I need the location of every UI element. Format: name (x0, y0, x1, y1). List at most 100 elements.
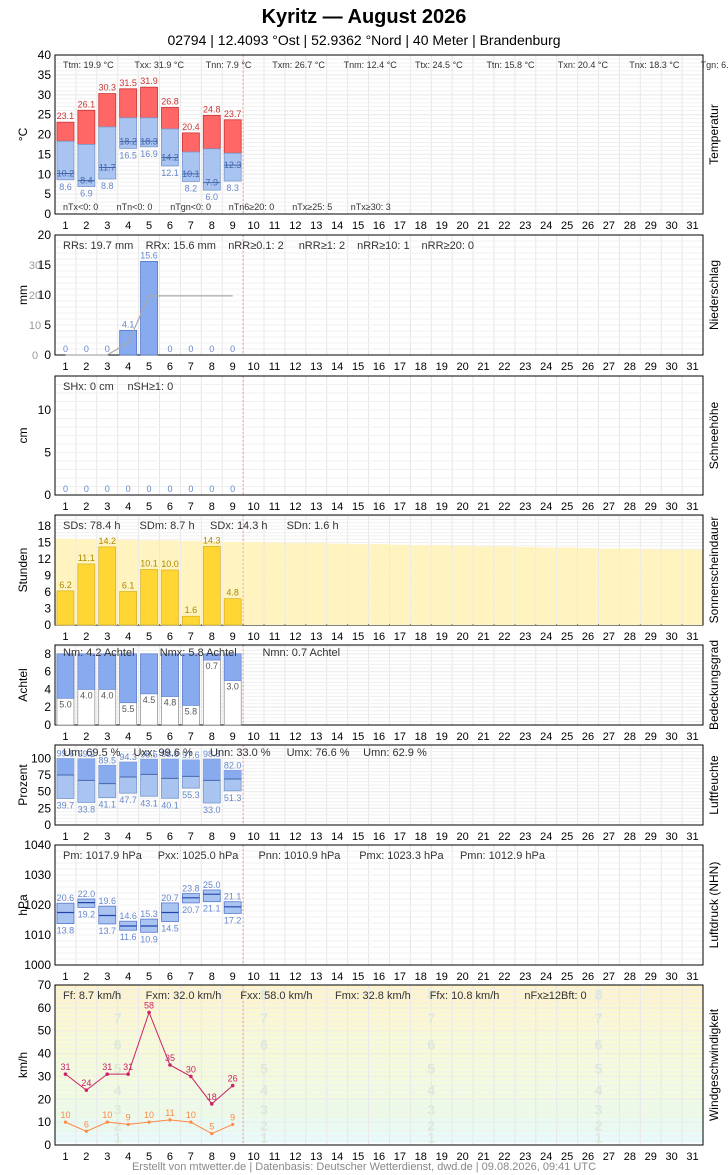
x-tick-label: 21 (477, 831, 489, 843)
x-tick-label: 30 (666, 731, 678, 743)
x-tick-label: 12 (289, 971, 301, 983)
wind-mean-point (63, 1120, 68, 1124)
wind-gust-point (147, 1010, 151, 1015)
x-tick-label: 1 (62, 361, 68, 373)
x-tick-label: 2 (83, 971, 89, 983)
x-tick-label: 1 (62, 501, 68, 513)
x-tick-label: 17 (394, 831, 406, 843)
wind-mean-point (84, 1129, 88, 1133)
x-tick-label: 29 (645, 1151, 657, 1163)
tmin-upper-label: 11.7 (99, 162, 116, 172)
snow-label: 0 (105, 484, 110, 494)
x-tick-label: 24 (540, 631, 552, 643)
pressure-min-label: 19.2 (78, 909, 96, 919)
x-tick-label: 8 (209, 361, 215, 373)
tmax-bar (223, 119, 242, 154)
pressure-max-label: 15.3 (140, 909, 158, 919)
pressure-max-label: 20.7 (161, 893, 179, 903)
pressure-max-label: 22.0 (78, 889, 96, 899)
y-tick-label: 15 (38, 536, 52, 550)
x-tick-label: 19 (436, 631, 448, 643)
cloud-bar (161, 653, 179, 697)
wind-gust-point (230, 1083, 235, 1088)
y-tick-label: 6 (44, 585, 51, 599)
x-tick-label: 29 (645, 220, 657, 232)
side-label: Luftfeuchte (707, 755, 721, 815)
x-tick-label: 13 (310, 731, 322, 743)
sun-possible-bar (661, 549, 682, 625)
wind-gust-label: 30 (186, 1064, 196, 1074)
x-tick-label: 7 (188, 361, 194, 373)
x-tick-label: 23 (519, 731, 531, 743)
x-tick-label: 25 (561, 501, 573, 513)
x-tick-label: 24 (540, 1151, 552, 1163)
beaufort-number: 7 (427, 1010, 435, 1026)
x-tick-label: 20 (456, 731, 468, 743)
stat-text: SDn: 1.6 h (287, 520, 339, 532)
cloud-bar (77, 653, 96, 690)
tmin-lower-label: 6.9 (80, 189, 93, 199)
x-tick-label: 5 (146, 1151, 152, 1163)
beaufort-number: 6 (427, 1036, 435, 1052)
sun-bar (98, 546, 117, 626)
stat-text: nTn6≥20: 0 (229, 202, 274, 212)
precip-label: 15.6 (140, 250, 158, 260)
pressure-max-label: 20.6 (57, 893, 75, 903)
y-tick-label: 5 (44, 187, 51, 201)
beaufort-number: 5 (427, 1060, 435, 1076)
pressure-min-label: 14.5 (161, 924, 179, 934)
panel-frame (54, 984, 704, 1146)
station-subtitle: 02794 | 12.4093 °Ost | 52.9362 °Nord | 4… (167, 32, 561, 48)
beaufort-band (55, 1132, 703, 1143)
sun-label: 6.2 (59, 580, 72, 590)
x-tick-label: 18 (415, 501, 427, 513)
panel-frame (54, 54, 704, 215)
x-tick-label: 19 (436, 1151, 448, 1163)
tmin-upper-label: 18.3 (140, 136, 158, 146)
y-tick-label: 0 (44, 818, 51, 832)
cloud-label: 4.5 (143, 695, 156, 705)
x-tick-label: 9 (230, 501, 236, 513)
x-tick-label: 26 (582, 631, 594, 643)
tmin-upper-label: 14.2 (161, 153, 179, 163)
tmax-label: 26.1 (78, 99, 96, 109)
x-tick-label: 17 (394, 631, 406, 643)
x-tick-label: 1 (62, 220, 68, 232)
y-tick-label: 0 (44, 1138, 51, 1152)
tmean-bar (223, 152, 242, 182)
pressure-min-label: 21.1 (203, 904, 221, 914)
x-tick-label: 5 (146, 220, 152, 232)
humidity-min-label: 40.1 (161, 800, 179, 810)
y-axis-label: Prozent (16, 764, 30, 806)
sun-possible-bar (306, 543, 327, 625)
x-tick-label: 17 (394, 220, 406, 232)
humidity-upper-bar (203, 759, 221, 781)
y-tick-label: 20 (38, 228, 52, 242)
wind-mean-label: 9 (230, 1112, 235, 1122)
x-tick-label: 30 (666, 831, 678, 843)
sun-possible-bar (598, 548, 619, 625)
x-tick-label: 18 (415, 731, 427, 743)
x-tick-label: 3 (104, 971, 110, 983)
panel-frame (54, 644, 704, 726)
y-tick-label: 9 (44, 569, 51, 583)
snow-label: 0 (188, 484, 193, 494)
x-tick-label: 26 (582, 220, 594, 232)
x-tick-label: 20 (456, 361, 468, 373)
x-tick-label: 10 (247, 831, 259, 843)
side-label: Sonnenscheindauer (707, 517, 721, 624)
x-tick-label: 23 (519, 501, 531, 513)
wind-gust-label: 18 (207, 1092, 217, 1102)
humidity-min-label: 39.7 (57, 801, 75, 811)
x-tick-label: 15 (352, 501, 364, 513)
cloud-label: 5.5 (122, 704, 135, 714)
x-tick-label: 1 (62, 831, 68, 843)
tmin-lower-label: 16.9 (140, 149, 158, 159)
y-tick-label: 0 (44, 718, 51, 732)
x-tick-label: 30 (666, 631, 678, 643)
humidity-max-label: 82.0 (224, 760, 242, 770)
cloud-label: 0.7 (206, 661, 219, 671)
beaufort-number: 6 (595, 1036, 603, 1052)
x-tick-label: 20 (456, 220, 468, 232)
tmax-bar (202, 115, 221, 150)
